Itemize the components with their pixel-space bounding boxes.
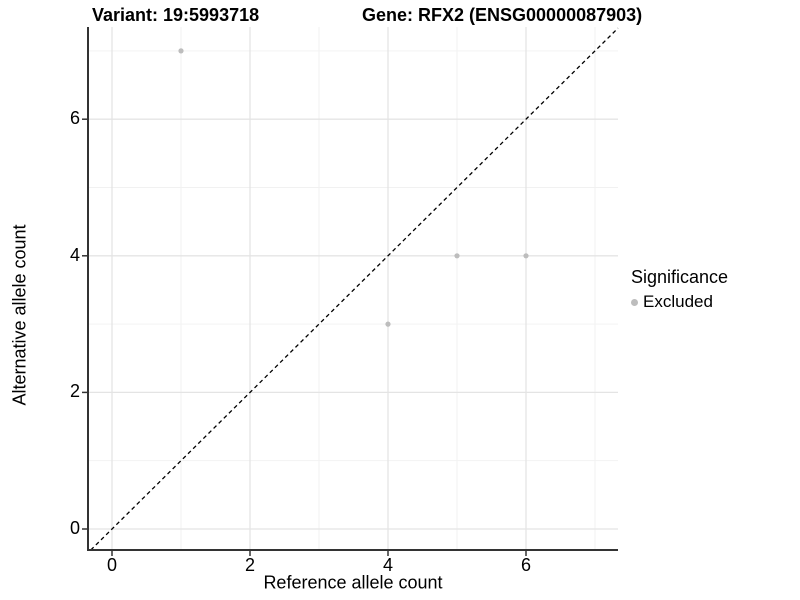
legend-entry-label: Excluded bbox=[643, 292, 713, 311]
data-point bbox=[385, 321, 391, 327]
y-tick-label: 4 bbox=[69, 244, 80, 265]
x-tick-label: 4 bbox=[382, 555, 394, 575]
x-tick-label: 2 bbox=[244, 555, 256, 575]
x-tick-label: 6 bbox=[520, 555, 532, 575]
y-tick-label: 0 bbox=[69, 518, 80, 538]
data-point bbox=[454, 253, 460, 259]
excluded-point-icon bbox=[631, 298, 638, 306]
gene-title: Gene: RFX2 (ENSG00000087903) bbox=[362, 5, 643, 25]
x-axis-title: Reference allele count bbox=[263, 572, 443, 593]
y-tick-label: 2 bbox=[69, 381, 80, 402]
data-point bbox=[523, 253, 529, 259]
legend-title: Significance bbox=[631, 267, 729, 287]
data-point bbox=[178, 48, 184, 54]
legend: Significance Excluded bbox=[631, 267, 728, 312]
y-axis-title: Alternative allele count bbox=[9, 224, 30, 406]
y-tick-label: 6 bbox=[69, 108, 80, 129]
x-tick-label: 0 bbox=[106, 555, 118, 575]
variant-title: Variant: 19:5993718 bbox=[92, 5, 260, 25]
legend-entry-excluded: Excluded bbox=[631, 292, 728, 312]
identity-dashed-line bbox=[90, 27, 619, 551]
